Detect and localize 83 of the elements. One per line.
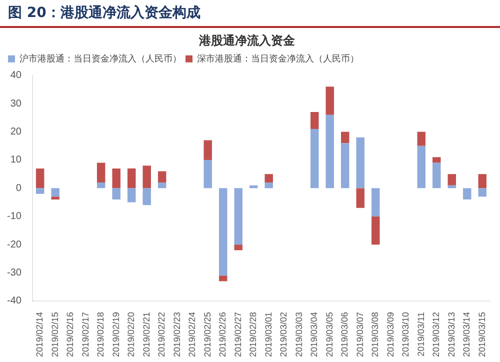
legend-label: 深市港股通：当日资金净流入（人民币）	[197, 53, 359, 64]
x-tick-label: 2019/03/03	[294, 312, 304, 358]
bar	[264, 174, 273, 183]
bar	[142, 166, 151, 188]
bar	[264, 182, 273, 188]
y-tick-label: -40	[7, 296, 22, 307]
bar	[356, 137, 364, 188]
x-tick-label: 2019/03/04	[309, 312, 320, 358]
bar	[36, 188, 44, 194]
y-tick-label: 40	[10, 70, 22, 82]
bar	[310, 112, 319, 129]
bar	[36, 168, 44, 188]
bar	[142, 188, 151, 206]
x-tick-label: 2019/02/14	[34, 312, 45, 358]
y-tick-label: 0	[16, 182, 22, 194]
bar	[112, 168, 120, 188]
x-tick-label: 2019/03/14	[462, 312, 472, 358]
y-tick-label: -30	[7, 268, 22, 279]
bar	[356, 188, 364, 208]
bar	[158, 182, 166, 188]
chart-title: 图 20：港股通净流入资金构成	[0, 0, 500, 28]
bar	[310, 128, 319, 188]
bar	[204, 140, 212, 160]
bar	[112, 188, 120, 200]
x-tick-label: 2019/02/15	[50, 312, 60, 358]
x-tick-label: 2019/02/20	[126, 312, 136, 358]
x-tick-label: 2019/02/18	[96, 312, 106, 358]
y-tick-label: -10	[7, 211, 22, 222]
bar	[478, 174, 486, 188]
bar	[371, 216, 380, 245]
bar	[417, 146, 426, 188]
x-tick-label: 2019/03/01	[263, 312, 274, 358]
y-tick-label: 20	[10, 126, 22, 138]
x-tick-label: 2019/02/16	[65, 312, 76, 358]
x-tick-label: 2019/03/09	[385, 312, 396, 358]
x-tick-label: 2019/02/24	[187, 312, 198, 358]
y-tick-label: 10	[10, 154, 22, 166]
bar	[158, 171, 166, 183]
bar	[340, 132, 350, 144]
bar	[326, 114, 334, 188]
x-tick-label: 2019/03/07	[354, 312, 365, 358]
x-tick-label: 2019/03/11	[416, 312, 426, 356]
legend-label: 沪市港股通：当日资金净流入（人民币）	[20, 53, 182, 64]
x-tick-label: 2019/02/25	[202, 312, 212, 358]
x-tick-label: 2019/02/26	[218, 312, 228, 358]
bar	[417, 132, 426, 146]
bar	[204, 160, 212, 188]
bar	[432, 162, 441, 188]
bar	[51, 188, 60, 197]
x-tick-label: 2019/02/22	[156, 312, 167, 358]
bar	[340, 143, 350, 188]
bar	[96, 182, 106, 188]
bar	[127, 188, 136, 202]
bar	[218, 188, 228, 276]
x-tick-label: 2019/03/08	[370, 312, 380, 358]
bar	[127, 168, 136, 188]
x-tick-label: 2019/03/15	[476, 312, 487, 358]
x-tick-label: 2019/02/27	[232, 312, 243, 358]
y-tick-label: -20	[7, 239, 22, 250]
bar	[218, 276, 228, 282]
x-tick-label: 2019/03/02	[278, 312, 289, 358]
x-tick-label: 2019/03/12	[431, 312, 442, 358]
x-tick-label: 2019/02/23	[172, 312, 182, 358]
chart-subtitle: 港股通净流入资金	[198, 33, 296, 48]
bar	[371, 188, 380, 216]
bar	[234, 188, 242, 245]
bar	[234, 244, 242, 250]
x-tick-label: 2019/03/10	[400, 312, 411, 358]
x-tick-label: 2019/03/13	[446, 312, 456, 358]
x-tick-label: 2019/02/28	[248, 312, 258, 358]
x-tick-label: 2019/02/21	[141, 312, 152, 358]
x-tick-label: 2019/03/06	[340, 312, 350, 358]
x-tick-label: 2019/02/19	[110, 312, 121, 358]
bar	[96, 162, 106, 183]
bar	[463, 188, 472, 200]
bar	[478, 188, 486, 197]
bar	[432, 157, 441, 163]
bar	[326, 86, 334, 115]
y-tick-label: 30	[10, 98, 22, 110]
bar	[51, 196, 60, 200]
x-tick-label: 2019/02/17	[80, 312, 90, 358]
bar	[448, 174, 456, 186]
x-tick-label: 2019/03/05	[324, 312, 334, 358]
